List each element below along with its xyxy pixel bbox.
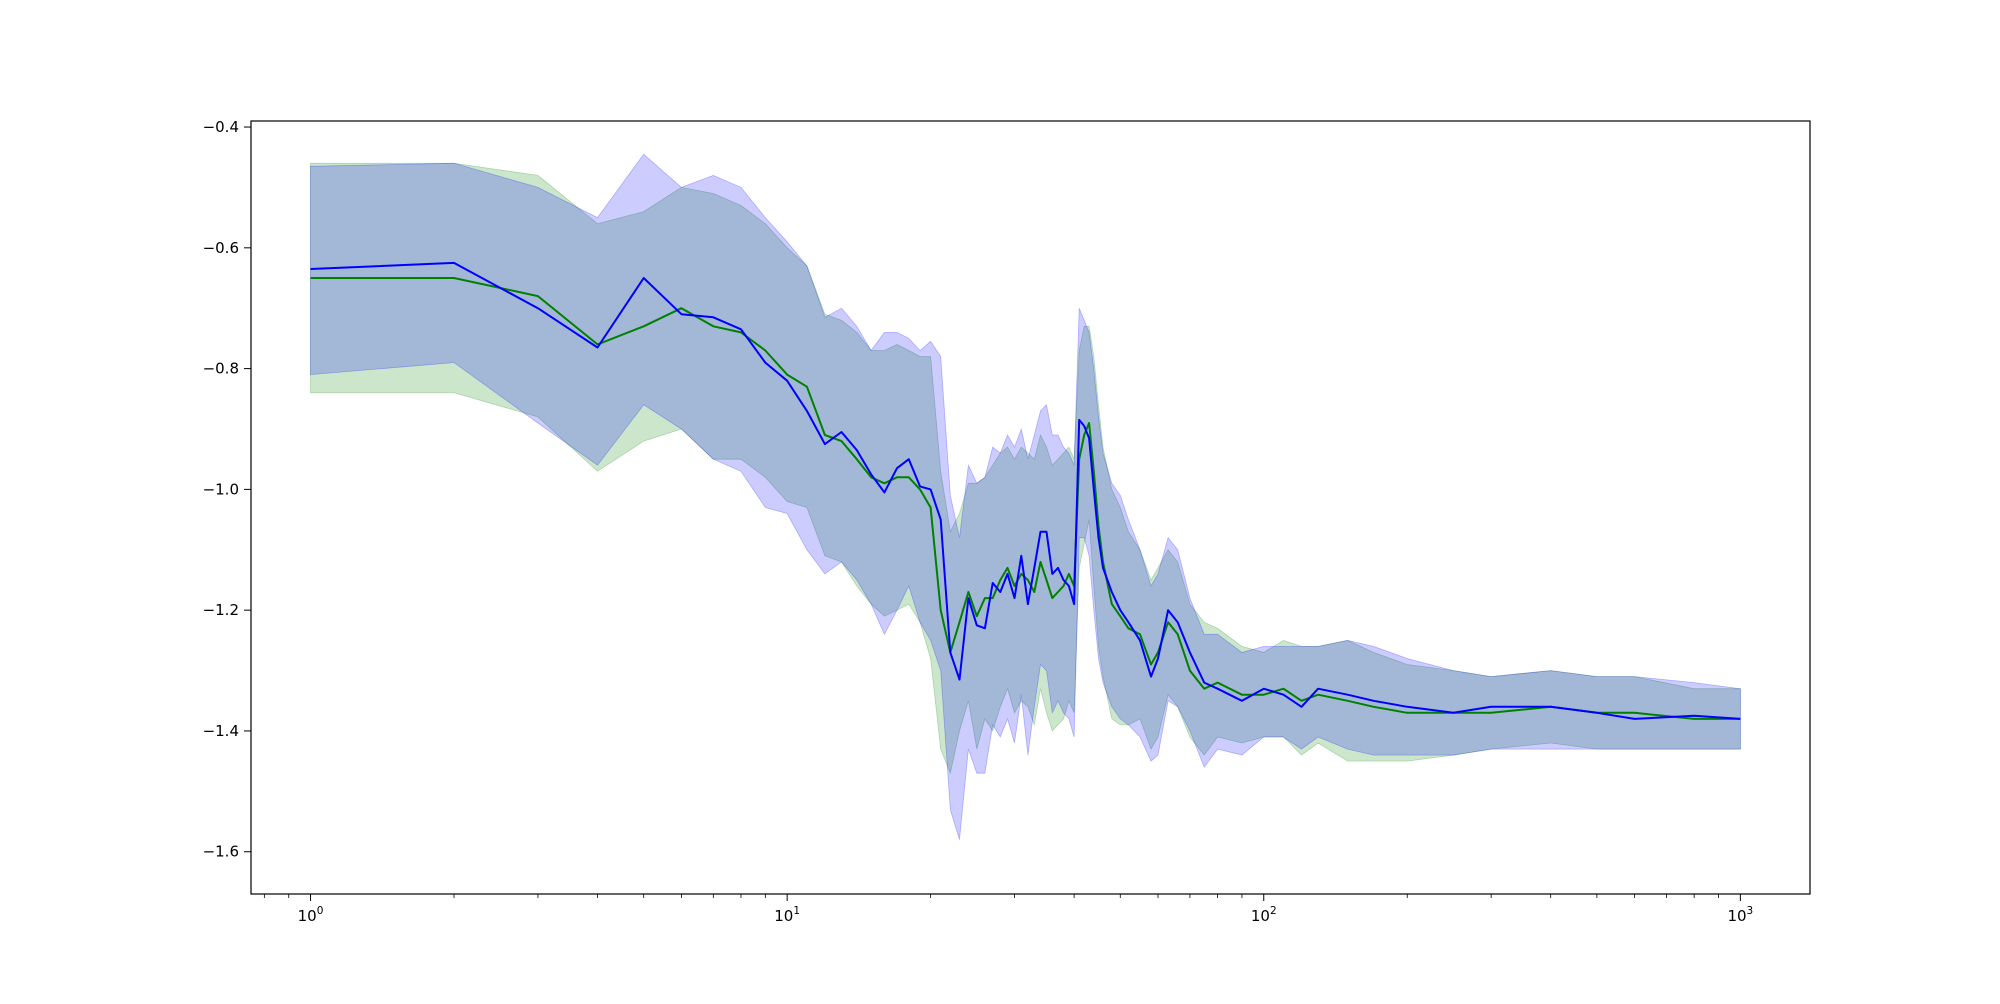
band-series-2 xyxy=(310,153,1741,840)
x-tick-label: 103 xyxy=(1727,905,1753,925)
confidence-bands xyxy=(310,153,1741,840)
x-axis: 100 101 102 103 xyxy=(263,894,1753,925)
x-tick-label: 101 xyxy=(774,905,800,925)
y-tick-label: −0.8 xyxy=(203,360,239,378)
band-series-1 xyxy=(310,162,1741,775)
y-tick-label: −0.6 xyxy=(203,239,239,257)
x-tick-label: 100 xyxy=(298,905,324,925)
line-series-2 xyxy=(310,261,1741,720)
series-lines xyxy=(310,261,1741,720)
y-tick-label: −1.0 xyxy=(203,480,239,498)
y-axis: −0.4 −0.6 −0.8 −1.0 −1.2 −1.4 −1.6 xyxy=(203,118,251,861)
line-series-1 xyxy=(310,277,1741,720)
x-tick-label: 102 xyxy=(1251,905,1277,925)
y-tick-label: −1.2 xyxy=(203,601,239,619)
y-tick-label: −1.4 xyxy=(203,722,239,740)
y-tick-label: −1.6 xyxy=(203,843,239,861)
y-tick-label: −0.4 xyxy=(203,118,239,136)
plot-area-frame xyxy=(250,120,1811,895)
